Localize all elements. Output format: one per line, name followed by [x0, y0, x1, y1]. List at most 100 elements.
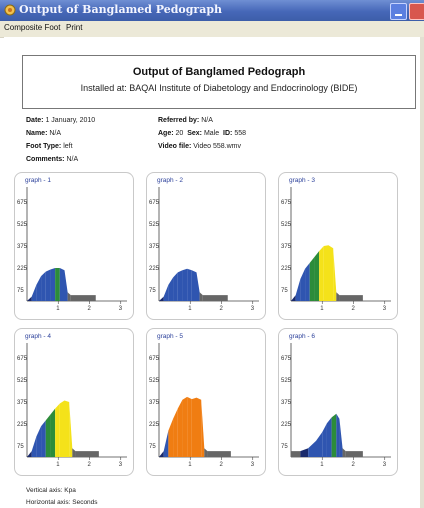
- y-tick-label: 675: [281, 200, 292, 206]
- window-titlebar: Output of Banglamed Pedograph: [0, 0, 424, 21]
- menu-bar: Composite Foot Print: [0, 21, 424, 38]
- vertical-axis-note: Vertical axis: Kpa: [26, 487, 76, 494]
- graph-area-segment: [345, 451, 363, 457]
- y-tick-label: 525: [281, 378, 292, 384]
- graph-area-segment: [27, 451, 32, 457]
- x-tick-label: 3: [119, 306, 123, 312]
- y-tick-label: 525: [149, 222, 160, 228]
- graph-area-segment: [196, 272, 200, 301]
- graph-title: graph - 6: [289, 333, 315, 340]
- graph-area-segment: [64, 270, 68, 301]
- graph-title: graph - 5: [157, 333, 183, 340]
- graph-area-segment: [163, 284, 169, 301]
- graph-2-svg: graph - 2 75 225 375 525 675 1 2 3: [149, 177, 259, 312]
- graph-area-segment: [173, 272, 178, 301]
- y-tick-label: 75: [281, 444, 288, 450]
- graph-4-svg: graph - 4 75 225 375 525 675 1 2 3: [17, 333, 127, 468]
- minimize-button[interactable]: [390, 3, 407, 20]
- graph-area-segment: [309, 257, 315, 301]
- graph-area-segment: [339, 418, 343, 457]
- x-tick-label: 2: [88, 306, 92, 312]
- graph-area-segment: [339, 295, 363, 301]
- graph-area-segment: [191, 397, 197, 457]
- app-icon: [4, 4, 16, 16]
- graph-area-segment: [72, 448, 76, 457]
- report-document: Output of Banglamed Pedograph Installed …: [4, 37, 420, 508]
- x-tick-label: 1: [320, 462, 324, 468]
- graph-area-segment: [64, 400, 70, 457]
- y-tick-label: 375: [149, 400, 160, 406]
- y-tick-label: 675: [281, 356, 292, 362]
- graph-area-segment: [314, 251, 320, 301]
- report-header: Output of Banglamed Pedograph Installed …: [22, 55, 416, 109]
- date-row: Date: 1 January, 2010: [26, 117, 96, 124]
- graph-panel-1: graph - 1 75 225 375 525 675 1 2 3: [14, 172, 134, 320]
- menu-composite-foot[interactable]: Composite Foot: [4, 23, 61, 32]
- menu-print[interactable]: Print: [66, 23, 83, 32]
- x-tick-label: 3: [119, 462, 123, 468]
- y-tick-label: 225: [281, 422, 292, 428]
- x-tick-label: 1: [320, 306, 324, 312]
- y-tick-label: 225: [17, 422, 28, 428]
- graph-area-segment: [300, 448, 309, 457]
- graph-area-segment: [328, 245, 334, 301]
- graph-area-segment: [187, 268, 192, 301]
- y-tick-label: 525: [17, 222, 28, 228]
- graph-area-segment: [199, 292, 203, 301]
- close-button[interactable]: [409, 3, 424, 20]
- graph-area-segment: [342, 448, 346, 457]
- y-tick-label: 225: [149, 422, 160, 428]
- y-tick-label: 75: [17, 288, 24, 294]
- graph-area-segment: [182, 396, 188, 457]
- y-tick-label: 225: [149, 266, 160, 272]
- graph-area-segment: [182, 268, 188, 301]
- x-tick-label: 2: [88, 462, 92, 468]
- graph-area-segment: [196, 397, 202, 457]
- horizontal-axis-note: Horizontal axis: Seconds: [26, 499, 98, 506]
- comments-row: Comments: N/A: [26, 156, 79, 163]
- graph-area-segment: [316, 432, 323, 457]
- y-tick-label: 675: [149, 200, 160, 206]
- graph-area-segment: [300, 268, 306, 301]
- graph-area-segment: [295, 279, 301, 301]
- graph-area-segment: [322, 423, 327, 457]
- y-tick-label: 375: [17, 400, 28, 406]
- y-tick-label: 675: [17, 200, 28, 206]
- x-tick-label: 3: [383, 462, 387, 468]
- y-tick-label: 225: [17, 266, 28, 272]
- graph-area-segment: [323, 245, 329, 301]
- x-tick-label: 2: [220, 462, 224, 468]
- graph-area-segment: [59, 268, 65, 301]
- name-row: Name: N/A: [26, 130, 62, 137]
- graph-area-segment: [177, 270, 183, 301]
- graph-area-segment: [291, 451, 301, 457]
- graph-area-segment: [163, 430, 169, 457]
- x-tick-label: 1: [188, 462, 192, 468]
- graph-panel-2: graph - 2 75 225 375 525 675 1 2 3: [146, 172, 266, 320]
- y-tick-label: 75: [281, 288, 288, 294]
- y-tick-label: 375: [149, 244, 160, 250]
- graph-area-segment: [41, 420, 46, 457]
- referred-row: Referred by: N/A: [158, 117, 213, 124]
- graph-panel-4: graph - 4 75 225 375 525 675 1 2 3: [14, 328, 134, 476]
- graph-area-segment: [331, 413, 337, 457]
- graph-area-segment: [36, 426, 42, 457]
- graph-area-segment: [177, 399, 183, 457]
- graph-title: graph - 4: [25, 333, 51, 340]
- graph-area-segment: [50, 408, 56, 457]
- graph-6-svg: graph - 6 75 225 375 525 675 1 2 3: [281, 333, 391, 468]
- graph-1-svg: graph - 1 75 225 375 525 675 1 2 3: [17, 177, 127, 312]
- graph-area-segment: [336, 292, 340, 301]
- y-tick-label: 675: [149, 356, 160, 362]
- graph-area-segment: [326, 417, 332, 457]
- graph-area-segment: [291, 295, 296, 301]
- y-tick-label: 75: [17, 444, 24, 450]
- graph-area-segment: [69, 402, 73, 457]
- window-right-border: [420, 37, 424, 508]
- graph-area-segment: [308, 440, 316, 457]
- graph-area-segment: [159, 451, 164, 457]
- x-tick-label: 3: [251, 462, 255, 468]
- graph-panel-6: graph - 6 75 225 375 525 675 1 2 3: [278, 328, 398, 476]
- graph-area-segment: [173, 408, 178, 457]
- x-tick-label: 2: [352, 306, 356, 312]
